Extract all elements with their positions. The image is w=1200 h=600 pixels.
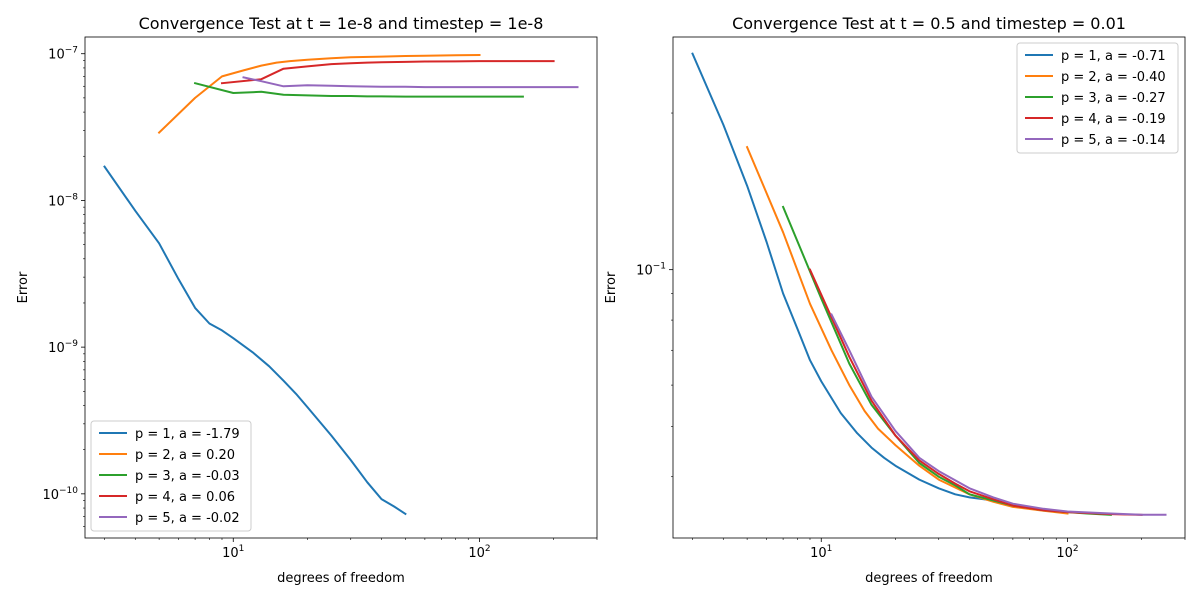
legend-label: p = 2, a = -0.40: [1061, 70, 1166, 85]
y-tick-label: 10−9: [48, 339, 78, 356]
y-tick-label: 10−7: [48, 46, 78, 63]
y-axis-label: Error: [604, 271, 619, 303]
right-chart: Convergence Test at t = 0.5 and timestep…: [604, 14, 1186, 586]
x-tick-label: 102: [1056, 544, 1078, 561]
series-line-p2: [157, 53, 481, 135]
series-group: [691, 52, 1167, 516]
series-line-p2: [745, 145, 1069, 515]
legend-label: p = 1, a = -1.79: [135, 427, 240, 442]
series-group: [103, 53, 579, 516]
legend: p = 1, a = -1.79 p = 2, a = 0.20 p = 3, a …: [90, 420, 252, 532]
series-line-p3: [193, 81, 524, 98]
legend-label: p = 4, a = 0.06: [135, 490, 235, 505]
y-tick-label: 10−8: [48, 192, 78, 209]
legend-box: [90, 420, 252, 532]
chart-title: Convergence Test at t = 0.5 and timestep…: [732, 14, 1126, 33]
legend-label: p = 2, a = 0.20: [135, 448, 235, 463]
legend-label: p = 4, a = -0.19: [1061, 112, 1166, 127]
legend-label: p = 3, a = -0.27: [1061, 91, 1166, 106]
axes-frame: [84, 36, 598, 539]
series-line-p1: [691, 52, 995, 502]
legend-label: p = 5, a = -0.14: [1061, 133, 1166, 148]
y-axis-label: Error: [16, 271, 31, 303]
x-axis-label: degrees of freedom: [865, 571, 993, 586]
legend-box: [1016, 42, 1179, 154]
series-line-p4: [220, 60, 555, 85]
x-axis-label: degrees of freedom: [277, 571, 405, 586]
x-tick-label: 101: [810, 544, 832, 561]
x-tick-label: 101: [222, 544, 244, 561]
chart-title: Convergence Test at t = 1e-8 and timeste…: [139, 14, 544, 33]
left-chart: Convergence Test at t = 1e-8 and timeste…: [16, 14, 598, 586]
legend-label: p = 1, a = -0.71: [1061, 49, 1166, 64]
series-line-p1: [103, 165, 407, 516]
y-tick-label: 10−10: [42, 486, 78, 503]
y-tick-label: 10−1: [636, 262, 666, 279]
series-line-p5: [242, 76, 579, 89]
legend: p = 1, a = -0.71 p = 2, a = -0.40 p = 3, a…: [1016, 42, 1179, 154]
axes-frame: [672, 36, 1186, 539]
x-tick-label: 102: [468, 544, 490, 561]
legend-label: p = 5, a = -0.02: [135, 511, 240, 526]
legend-label: p = 3, a = -0.03: [135, 469, 240, 484]
series-line-p5: [830, 313, 1167, 516]
